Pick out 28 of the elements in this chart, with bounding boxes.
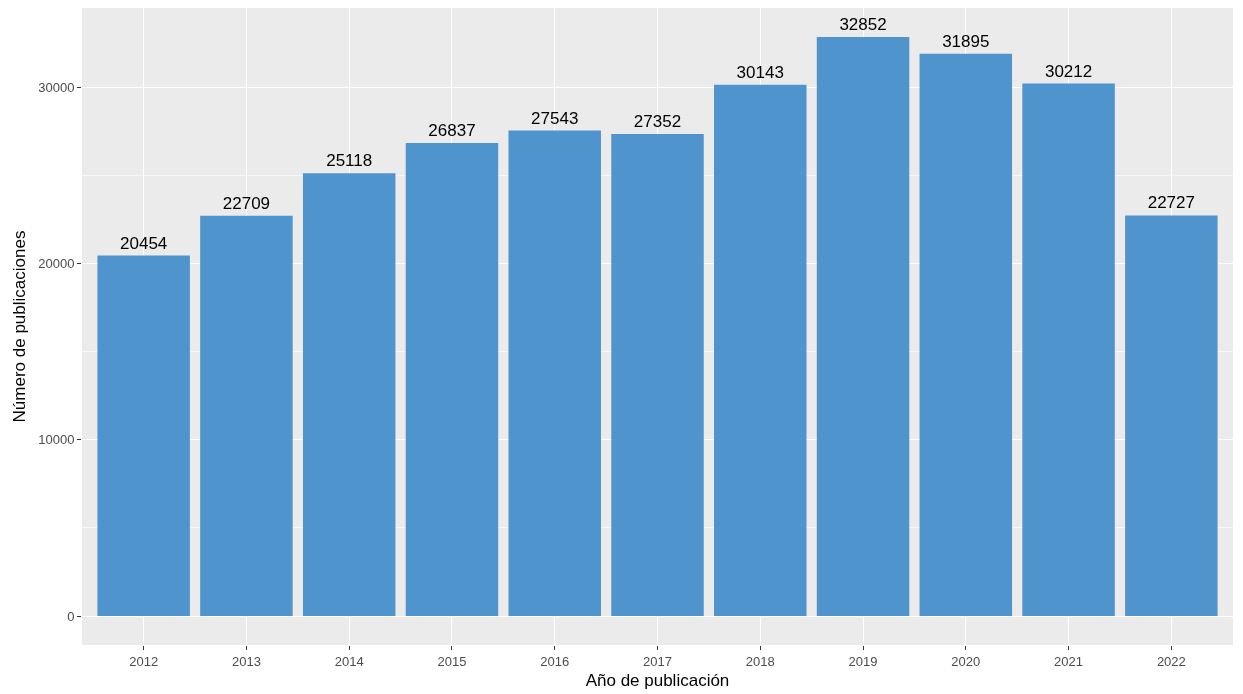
x-tick-label: 2018 bbox=[745, 653, 775, 669]
data-label: 30143 bbox=[736, 62, 784, 82]
y-tick-label: 0 bbox=[67, 608, 75, 624]
data-label: 26837 bbox=[428, 120, 476, 140]
x-tick-label: 2014 bbox=[334, 653, 364, 669]
data-label: 22727 bbox=[1147, 193, 1195, 213]
data-label: 30212 bbox=[1044, 61, 1093, 81]
data-label: 31895 bbox=[942, 31, 990, 51]
y-tick-label: 20000 bbox=[38, 256, 75, 272]
x-tick-label: 2016 bbox=[540, 653, 570, 669]
data-label: 27352 bbox=[633, 111, 682, 131]
data-label: 25118 bbox=[326, 151, 373, 171]
data-label: 32852 bbox=[839, 14, 887, 34]
x-tick-label: 2020 bbox=[951, 653, 981, 669]
data-label: 27543 bbox=[531, 108, 579, 128]
data-label: 22709 bbox=[222, 193, 271, 213]
x-axis-title: Año de publicación bbox=[585, 671, 730, 690]
data-label: 20454 bbox=[120, 233, 168, 253]
x-tick-label: 2022 bbox=[1156, 653, 1186, 669]
x-tick-label: 2015 bbox=[437, 653, 467, 669]
x-tick-label: 2019 bbox=[848, 653, 878, 669]
y-axis-title: Número de publicaciones bbox=[9, 230, 29, 423]
x-tick-label: 2017 bbox=[643, 653, 672, 669]
x-tick-label: 2013 bbox=[231, 653, 261, 669]
y-tick-label: 10000 bbox=[38, 432, 75, 448]
x-tick-label: 2021 bbox=[1054, 653, 1084, 669]
x-tick-label: 2012 bbox=[129, 653, 159, 669]
y-tick-label: 30000 bbox=[38, 79, 75, 95]
